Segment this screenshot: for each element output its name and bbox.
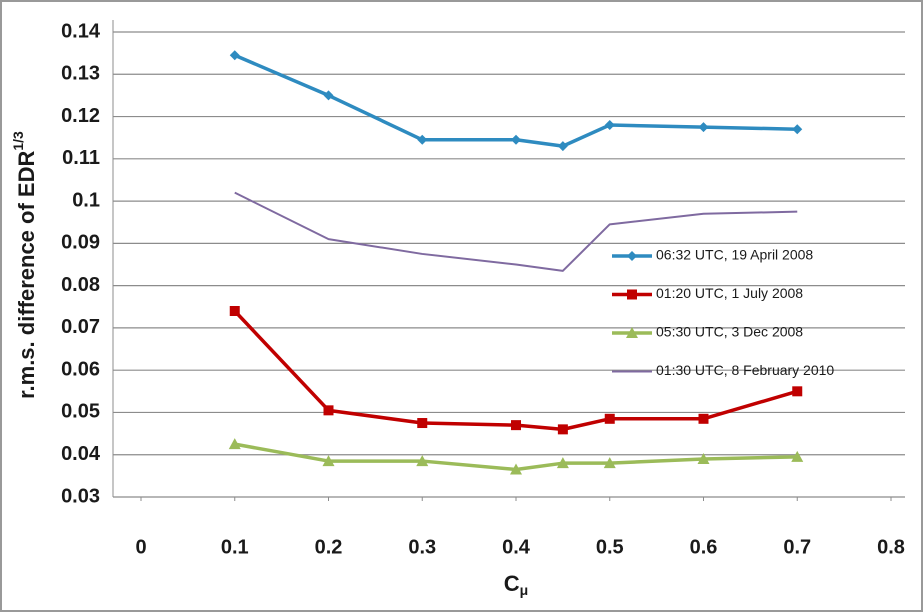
marker xyxy=(229,306,240,316)
marker xyxy=(511,420,521,431)
legend-label: 01:20 UTC, 1 July 2008 xyxy=(656,285,803,301)
y-tick-label: 0.04 xyxy=(61,443,101,465)
marker xyxy=(323,405,334,416)
marker xyxy=(557,424,568,435)
y-tick-label: 0.05 xyxy=(61,401,100,423)
x-tick-label: 0.6 xyxy=(690,536,718,558)
series-line xyxy=(234,191,798,272)
marker xyxy=(604,413,615,424)
marker xyxy=(792,386,803,397)
legend-item: 01:30 UTC, 8 February 2010 xyxy=(612,362,834,378)
series xyxy=(234,191,798,272)
series xyxy=(229,306,803,435)
marker xyxy=(228,438,241,450)
marker xyxy=(416,455,429,467)
marker xyxy=(557,141,568,152)
marker xyxy=(229,50,240,61)
y-tick-label: 0.11 xyxy=(62,147,100,169)
x-tick-label: 0.5 xyxy=(596,536,624,558)
y-tick-label: 0.12 xyxy=(61,105,100,127)
x-axis-label-text: C xyxy=(504,571,520,596)
y-axis-label-superscript: 1/3 xyxy=(10,131,26,151)
marker xyxy=(322,455,335,467)
legend-label: 06:32 UTC, 19 April 2008 xyxy=(656,247,813,263)
marker xyxy=(603,457,616,469)
marker xyxy=(697,452,710,464)
x-tick-label: 0 xyxy=(135,536,146,558)
legend-item: 06:32 UTC, 19 April 2008 xyxy=(612,247,813,263)
x-tick-label: 0.7 xyxy=(783,536,811,558)
x-tick-label: 0.8 xyxy=(877,536,905,558)
marker xyxy=(698,413,709,424)
marker xyxy=(626,327,638,338)
y-axis-label-text: r.m.s. difference of EDR xyxy=(14,151,39,399)
x-tick-label: 0.1 xyxy=(221,536,249,558)
y-axis-label: r.m.s. difference of EDR1/3 xyxy=(10,131,39,399)
x-tick-label: 0.2 xyxy=(315,536,343,558)
marker xyxy=(417,134,428,145)
y-tick-label: 0.07 xyxy=(61,316,100,338)
x-axis-label-subscript: μ xyxy=(520,582,529,598)
marker xyxy=(510,463,522,475)
y-tick-label: 0.06 xyxy=(61,358,100,380)
marker xyxy=(698,122,709,133)
marker xyxy=(511,134,521,145)
series-line xyxy=(233,309,798,432)
marker xyxy=(791,450,804,462)
marker xyxy=(604,120,615,130)
series-line xyxy=(234,442,798,472)
y-tick-label: 0.14 xyxy=(61,20,101,42)
y-tick-label: 0.08 xyxy=(61,274,100,296)
series-line xyxy=(234,53,798,148)
x-tick-label: 0.3 xyxy=(408,536,436,558)
marker xyxy=(627,289,637,300)
y-tick-label: 0.1 xyxy=(72,189,100,211)
y-tick-label: 0.03 xyxy=(61,485,100,507)
legend-item: 05:30 UTC, 3 Dec 2008 xyxy=(612,324,803,340)
x-axis-label: Cμ xyxy=(504,571,528,598)
marker xyxy=(556,457,569,469)
x-tick-label: 0.4 xyxy=(502,536,531,558)
y-tick-label: 0.09 xyxy=(61,232,100,254)
marker xyxy=(792,124,803,135)
marker xyxy=(417,418,428,429)
legend-label: 05:30 UTC, 3 Dec 2008 xyxy=(656,324,803,340)
legend-label: 01:30 UTC, 8 February 2010 xyxy=(656,362,834,378)
legend-item: 01:20 UTC, 1 July 2008 xyxy=(612,285,803,301)
marker xyxy=(323,90,334,101)
series xyxy=(229,50,803,152)
y-tick-label: 0.13 xyxy=(61,63,100,85)
series xyxy=(228,438,804,475)
marker xyxy=(627,251,637,261)
